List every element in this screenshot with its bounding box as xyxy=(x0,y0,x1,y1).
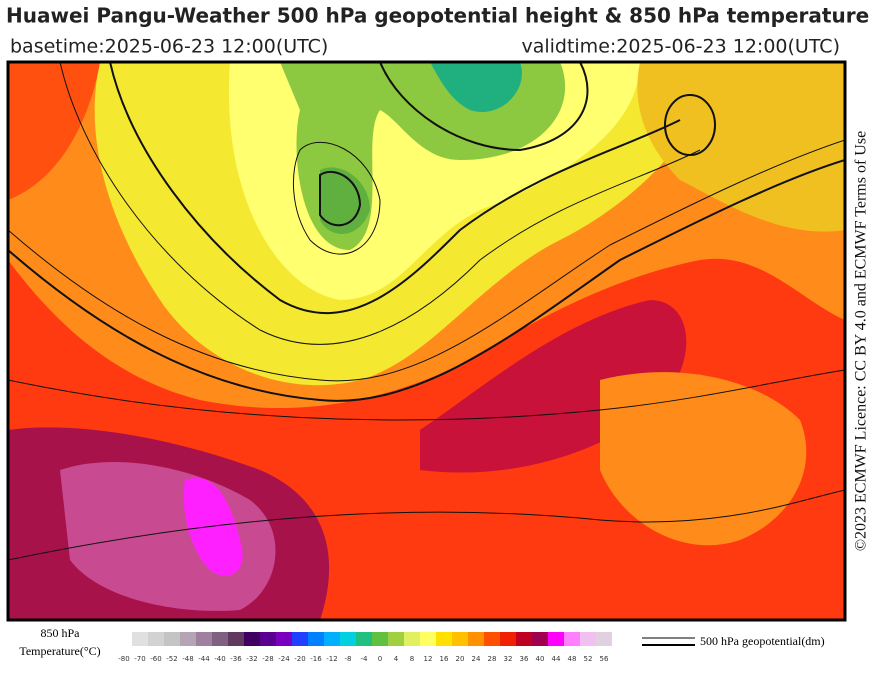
title: Huawei Pangu-Weather 500 hPa geopotentia… xyxy=(6,4,869,28)
colorbar: -80 -70 -60 -52 -48 -44 -40 -36 -32 -28 -24 -20 -16-… xyxy=(118,632,612,663)
color-swatch xyxy=(276,632,292,646)
color-swatch xyxy=(340,632,356,646)
color-swatch xyxy=(516,632,532,646)
colorbar-tick-label: -70 xyxy=(134,655,145,663)
color-swatch xyxy=(180,632,196,646)
color-swatch xyxy=(260,632,276,646)
colorbar-tick-label: -24 xyxy=(278,655,290,663)
color-swatch xyxy=(244,632,260,646)
colorbar-title: Temperature(°C) xyxy=(19,644,100,658)
color-swatch xyxy=(372,632,388,646)
colorbar-tick-label: 32 xyxy=(504,655,513,663)
color-swatch xyxy=(388,632,404,646)
colorbar-tick-label: 8 xyxy=(410,655,414,663)
colorbar-tick-label: 28 xyxy=(488,655,497,663)
color-swatch xyxy=(324,632,340,646)
color-swatch xyxy=(548,632,564,646)
licence: ©2023 ECMWF Licence: CC BY 4.0 and ECMWF… xyxy=(853,131,870,551)
color-swatch xyxy=(356,632,372,646)
colorbar-tick-label: 0 xyxy=(378,655,382,663)
color-swatch xyxy=(468,632,484,646)
color-swatch xyxy=(452,632,468,646)
colorbar-tick-label: 44 xyxy=(552,655,561,663)
color-swatch xyxy=(132,632,148,646)
color-swatch xyxy=(308,632,324,646)
colorbar-tick-label: -4 xyxy=(361,655,369,663)
color-swatch xyxy=(436,632,452,646)
colorbar-tick-label: -12 xyxy=(326,655,337,663)
contour-legend: 500 hPa geopotential(dm) xyxy=(642,634,825,648)
colorbar-tick-label: -48 xyxy=(182,655,193,663)
color-swatch xyxy=(148,632,164,646)
colorbar-tick-label: 12 xyxy=(424,655,433,663)
validtime: validtime:2025-06-23 12:00(UTC) xyxy=(521,36,840,58)
colorbar-tick-label: -20 xyxy=(294,655,305,663)
colorbar-tick-label: -36 xyxy=(230,655,242,663)
color-swatch xyxy=(228,632,244,646)
colorbar-tick-label: 24 xyxy=(472,655,481,663)
color-swatch xyxy=(196,632,212,646)
color-swatch xyxy=(564,632,580,646)
colorbar-tick-label: 20 xyxy=(456,655,465,663)
colorbar-tick-label: 48 xyxy=(568,655,577,663)
colorbar-tick-label: -52 xyxy=(166,655,177,663)
colorbar-tick-label: 40 xyxy=(536,655,545,663)
colorbar-tick-label: -60 xyxy=(150,655,161,663)
color-swatch xyxy=(500,632,516,646)
color-swatch xyxy=(212,632,228,646)
basetime: basetime:2025-06-23 12:00(UTC) xyxy=(10,36,328,58)
colorbar-tick-label: 52 xyxy=(584,655,593,663)
colorbar-tick-label: -44 xyxy=(198,655,210,663)
color-swatch xyxy=(292,632,308,646)
color-swatch xyxy=(164,632,180,646)
colorbar-tick-label: -80 xyxy=(118,655,129,663)
colorbar-tick-label: 16 xyxy=(440,655,449,663)
color-swatch xyxy=(580,632,596,646)
color-swatch xyxy=(420,632,436,646)
colorbar-tick-label: 36 xyxy=(520,655,529,663)
color-swatch xyxy=(484,632,500,646)
colorbar-title: 850 hPa xyxy=(41,626,81,640)
map xyxy=(6,60,847,622)
colorbar-tick-label: -8 xyxy=(345,655,352,663)
colorbar-tick-label: 4 xyxy=(394,655,399,663)
color-swatch xyxy=(596,632,612,646)
colorbar-tick-label: -16 xyxy=(310,655,322,663)
colorbar-tick-label: -32 xyxy=(246,655,257,663)
colorbar-tick-label: -40 xyxy=(214,655,225,663)
colorbar-tick-label: 56 xyxy=(600,655,609,663)
color-swatch xyxy=(532,632,548,646)
colorbar-tick-label: -28 xyxy=(262,655,273,663)
color-swatch xyxy=(404,632,420,646)
legend-label: 500 hPa geopotential(dm) xyxy=(700,634,825,648)
